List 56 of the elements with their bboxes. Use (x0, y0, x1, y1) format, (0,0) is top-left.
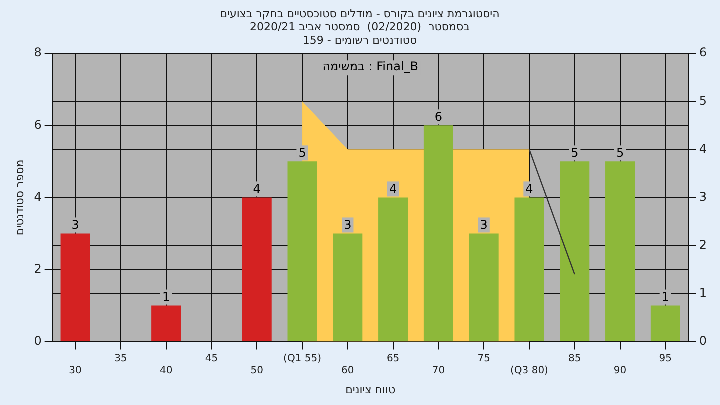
data-label: 4 (389, 182, 398, 196)
bar (560, 162, 590, 342)
data-label: 5 (571, 146, 579, 160)
text: היסטוגרמת ציונים בקורס - מודלים סטוכסטיים בחקר בצועים (220, 7, 500, 20)
bar (288, 162, 318, 342)
data-label: 4 (526, 182, 534, 196)
bar (469, 234, 499, 342)
bar (60, 234, 90, 342)
data-label: 5 (616, 146, 624, 160)
x-tick-label: 65 (386, 353, 400, 364)
x-tick-label: 60 (342, 365, 354, 376)
x-tick-label: 75 (478, 353, 490, 364)
data-label: 6 (434, 110, 443, 124)
y-tick-label: 4 (34, 190, 42, 204)
x-axis-title: טווח ציונים (346, 383, 396, 396)
data-label: 1 (662, 290, 670, 304)
bar (242, 198, 272, 342)
bar (606, 162, 636, 342)
x-tick-label: 40 (160, 365, 173, 376)
y2-tick-label: 5 (699, 94, 708, 108)
bar (650, 306, 680, 342)
bar (378, 198, 408, 342)
x-tick-label: 95 (659, 353, 672, 364)
annotation: במשימה : Final_B (322, 60, 419, 74)
x-tick-label: 35 (114, 353, 128, 364)
bar (333, 234, 363, 342)
y2-tick-label: 0 (699, 334, 708, 348)
y2-tick-label: 3 (699, 190, 708, 204)
y-axis-title: מספר סטודנטים (13, 160, 26, 236)
x-tick-label: 30 (69, 365, 82, 376)
text: בסמסטר (02/2020) סמסטר אביב 2020/21 (250, 20, 470, 34)
x-tick-label: 50 (250, 365, 264, 376)
y2-tick-label: 4 (699, 142, 708, 156)
y-tick-label: 0 (34, 334, 42, 348)
y2-tick-label: 1 (699, 286, 708, 300)
data-label: 3 (480, 218, 488, 232)
y2-tick-label: 2 (699, 238, 708, 252)
bar (152, 306, 182, 342)
bar (514, 198, 544, 342)
x-tick-label: 90 (614, 365, 627, 376)
x-tick-label: 45 (205, 353, 218, 364)
x-tick-label: (Q1 55) (284, 353, 322, 364)
y2-tick-label: 6 (699, 46, 708, 60)
y-tick-label: 2 (34, 262, 42, 276)
x-tick-label: 70 (432, 365, 446, 376)
data-label: 1 (162, 290, 170, 304)
x-tick-label: 85 (568, 353, 582, 364)
y-tick-label: 6 (34, 118, 42, 132)
data-label: 3 (72, 218, 80, 232)
data-label: 5 (298, 146, 306, 160)
y-tick-label: 8 (34, 46, 42, 60)
data-label: 3 (344, 218, 352, 232)
text: סטודנטים רשומים - 159 (302, 34, 418, 47)
bar (424, 126, 454, 342)
x-tick-label: (Q3 80) (510, 365, 549, 376)
data-label: 4 (253, 182, 261, 196)
